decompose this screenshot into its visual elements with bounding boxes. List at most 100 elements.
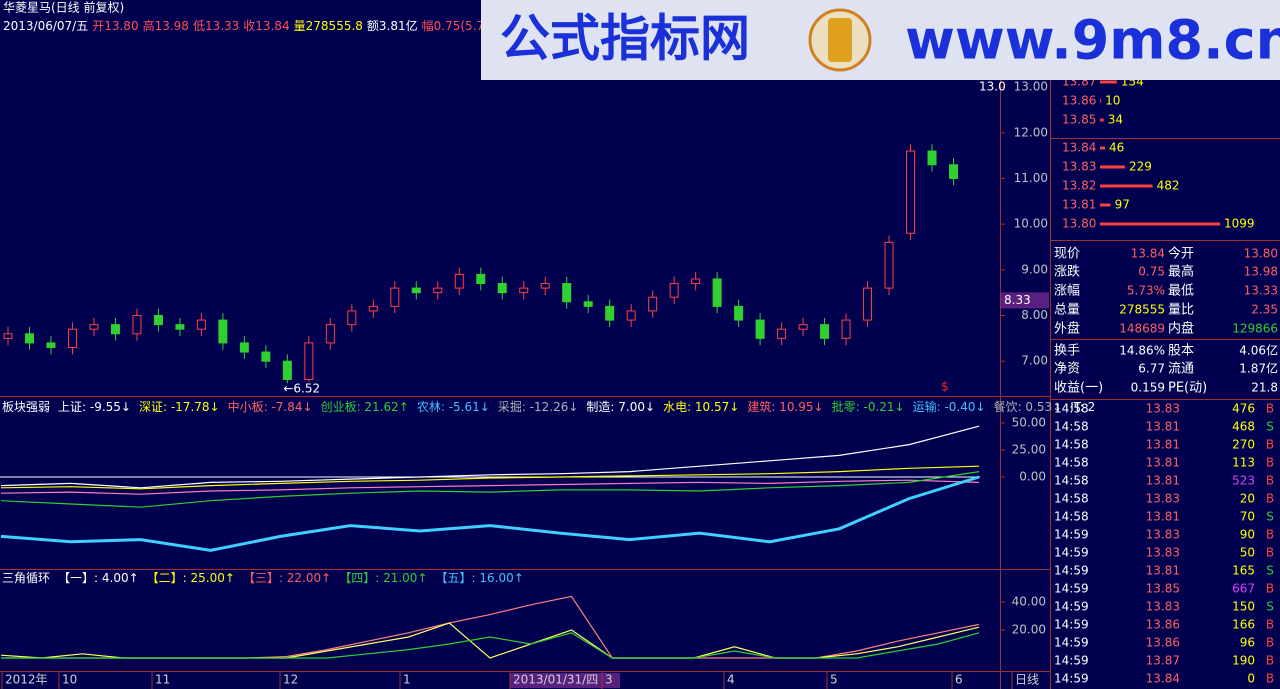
- trade-price: 13.86: [1146, 636, 1180, 650]
- trade-volume: 0: [1247, 672, 1255, 686]
- indicator-value: 【五】: 16.00↑: [436, 571, 524, 585]
- indicator-value: 创业板: 21.62↑: [321, 400, 409, 414]
- summary-item: 额3.81亿: [367, 18, 418, 33]
- y-tick-label: 50.00: [1012, 415, 1046, 429]
- candle-body: [777, 328, 787, 339]
- trade-volume: 70: [1240, 510, 1255, 524]
- trade-volume: 150: [1232, 600, 1255, 614]
- book-volume: 482: [1157, 179, 1180, 193]
- trade-volume: 20: [1240, 492, 1255, 506]
- candle-body: [153, 315, 163, 326]
- trade-price: 13.84: [1146, 672, 1180, 686]
- cursor-date-box: [510, 673, 620, 688]
- quote-value: 21.8: [1251, 381, 1278, 395]
- trade-time: 14:58: [1054, 492, 1089, 506]
- trade-side: B: [1266, 672, 1274, 686]
- trade-time: 14:59: [1054, 618, 1089, 632]
- trade-time: 14:59: [1054, 564, 1089, 578]
- price-panel: [3, 42, 980, 384]
- quote-value: 13.33: [1244, 284, 1278, 298]
- candle-body: [67, 328, 77, 348]
- quote-label: 收益(一): [1054, 381, 1103, 396]
- book-volume: 229: [1129, 160, 1152, 174]
- trade-volume: 523: [1232, 474, 1255, 488]
- trade-price: 13.81: [1146, 456, 1180, 470]
- trade-side: B: [1266, 618, 1274, 632]
- indicator-line: [1, 632, 980, 659]
- indicator-value: 水电: 10.57↓: [663, 400, 739, 414]
- summary-item: 低13.33: [193, 19, 239, 33]
- candle-body: [196, 319, 206, 330]
- trade-side: S: [1266, 564, 1274, 578]
- candle-body: [411, 287, 421, 294]
- candle-body: [239, 342, 249, 353]
- ohlc-summary: 2013/06/07/五 开13.80 高13.98 低13.33 收13.84 量278…: [3, 18, 524, 33]
- trade-time: 14:59: [1054, 528, 1089, 542]
- indicator-value: 上证: -9.55↓: [58, 400, 131, 414]
- indicator-value: 【三】: 22.00↑: [243, 571, 331, 585]
- indicator-value: 中小板: -7.84↓: [228, 399, 313, 414]
- book-volume: 97: [1115, 198, 1130, 212]
- book-price: 13.83: [1062, 160, 1096, 174]
- y-tick-label: 0.00: [1019, 469, 1046, 483]
- y-tick-label: 40.00: [1012, 595, 1046, 609]
- quote-label: 换手: [1054, 344, 1080, 359]
- candle-body: [218, 319, 228, 344]
- candle-body: [89, 324, 99, 330]
- trade-side: B: [1266, 474, 1274, 488]
- indicator-value: 【二】: 25.00↑: [147, 571, 235, 585]
- candle-body: [540, 283, 550, 289]
- trade-side: B: [1266, 402, 1274, 416]
- candle-body: [325, 324, 335, 344]
- y-tick-label: 25.00: [1012, 442, 1046, 456]
- trade-price: 13.85: [1146, 582, 1180, 596]
- indicator-value: 深证: -17.78↓: [139, 400, 220, 414]
- candle-body: [906, 150, 916, 234]
- trade-side: B: [1266, 438, 1274, 452]
- panel-title: 三角循环: [2, 571, 50, 585]
- candle-body: [132, 315, 142, 335]
- summary-item: 量278555.8: [294, 19, 363, 33]
- x-tick-label: 1: [403, 673, 411, 687]
- candle-body: [175, 324, 185, 330]
- trade-price: 13.87: [1146, 654, 1180, 668]
- low-annotation: ←6.52: [283, 382, 320, 396]
- watermark-brand: 公式指标网: [500, 10, 750, 68]
- trade-volume: 190: [1232, 654, 1255, 668]
- trade-side: B: [1266, 456, 1274, 470]
- quote-value: 6.77: [1138, 362, 1165, 376]
- candle-body: [626, 310, 636, 321]
- quote-value: 13.98: [1244, 265, 1278, 279]
- candle-body: [368, 305, 378, 312]
- quote-label: 最低: [1168, 284, 1194, 299]
- indicator-value: 餐饮: 0.53↓: [994, 399, 1063, 414]
- watermark-url: www.9m8.cn: [905, 9, 1280, 72]
- y-tick-label: 7.00: [1021, 354, 1048, 368]
- candle-body: [798, 324, 808, 330]
- trade-volume: 90: [1240, 528, 1255, 542]
- high-annotation: 13.0: [979, 80, 1006, 94]
- panel-header: 板块强弱 上证: -9.55↓ 深证: -17.78↓ 中小板: -7.84↓ 创业板:…: [2, 399, 1095, 414]
- quote-label: 总量: [1054, 303, 1080, 318]
- quote-value: 0.75: [1138, 265, 1165, 279]
- candle-body: [282, 360, 292, 380]
- x-tick-label: 6: [955, 673, 963, 687]
- summary-item: 收13.84: [243, 19, 289, 33]
- cursor-price: 8.33: [1004, 293, 1031, 307]
- trade-time: 14:58: [1054, 510, 1089, 524]
- x-tick-label: 日线: [1015, 673, 1039, 687]
- x-tick-label: 2013/01/31/四: [513, 673, 598, 687]
- book-volume: 10: [1105, 94, 1120, 108]
- y-tick-label: 8.00: [1021, 308, 1048, 322]
- candle-body: [519, 287, 529, 294]
- trade-volume: 667: [1232, 582, 1255, 596]
- quote-value: 278555: [1119, 303, 1165, 317]
- trade-volume: 165: [1232, 564, 1255, 578]
- watermark-banner: [481, 0, 1280, 80]
- indicator-value: 建筑: 10.95↓: [747, 399, 823, 414]
- candle-body: [605, 305, 615, 321]
- candle-body: [24, 333, 34, 344]
- quote-label: 今开: [1168, 246, 1194, 262]
